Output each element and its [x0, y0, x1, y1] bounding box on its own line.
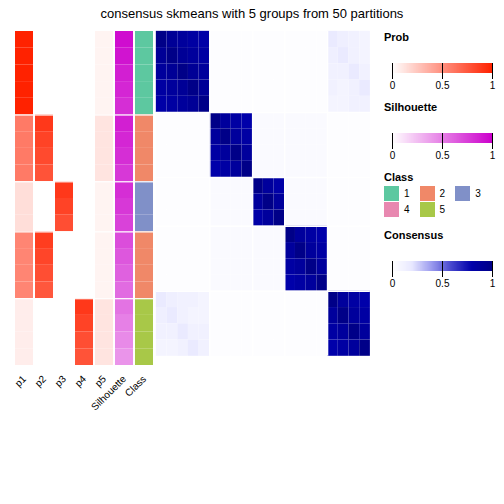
- svg-text:0: 0: [390, 278, 396, 289]
- svg-text:Class: Class: [123, 373, 148, 398]
- html-text:Prob: Prob: [384, 31, 410, 43]
- html-text:2: 2: [439, 187, 446, 199]
- svg-text:0.5: 0.5: [436, 150, 450, 161]
- svg-text:p4: p4: [73, 373, 89, 389]
- svg-text:1: 1: [490, 80, 496, 91]
- html-text:3: 3: [475, 187, 481, 199]
- svg-text:1: 1: [490, 278, 496, 289]
- html-text:1: 1: [404, 187, 410, 199]
- html-text:Class: Class: [384, 171, 414, 183]
- svg-text:p3: p3: [53, 373, 69, 389]
- html-text:4: 4: [404, 204, 410, 216]
- svg-text:p1: p1: [13, 373, 29, 389]
- svg-text:p5: p5: [92, 373, 109, 389]
- svg-text:0: 0: [390, 80, 396, 91]
- svg-text:0.5: 0.5: [436, 80, 450, 91]
- html-text:5: 5: [439, 204, 446, 216]
- svg-text:0.5: 0.5: [436, 278, 450, 289]
- svg-text:0: 0: [390, 150, 396, 161]
- html-text:consensus skmeans with 5 group: consensus skmeans with 5 groups from 50 …: [100, 6, 404, 21]
- html-text:Consensus: Consensus: [384, 229, 444, 241]
- html-text:Silhouette: Silhouette: [384, 101, 438, 113]
- svg-text:Silhouette: Silhouette: [89, 373, 129, 413]
- svg-text:p2: p2: [33, 373, 49, 389]
- svg-text:1: 1: [490, 150, 496, 161]
